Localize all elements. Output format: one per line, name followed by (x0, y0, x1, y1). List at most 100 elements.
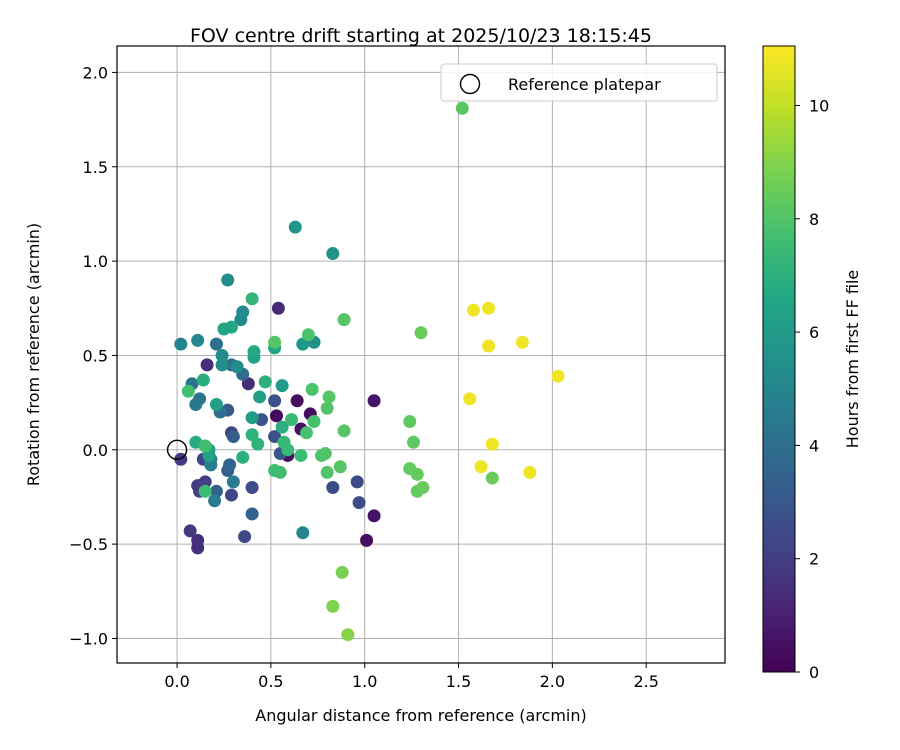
data-point (485, 437, 499, 451)
data-point (245, 428, 259, 442)
data-point (245, 411, 259, 425)
x-tick-label: 1.5 (446, 672, 471, 691)
x-tick-label: 2.0 (540, 672, 565, 691)
data-point (226, 475, 240, 489)
data-point (245, 507, 259, 521)
colorbar (762, 45, 796, 673)
legend-marker-icon (459, 73, 481, 95)
colorbar-ticks: 0 2 4 6 8 10 (795, 96, 829, 682)
data-point (191, 333, 205, 347)
y-tick-label: 0.0 (83, 441, 108, 460)
x-axis-label: Angular distance from reference (arcmin) (255, 706, 586, 725)
x-tick-label: 1.0 (352, 672, 377, 691)
data-point (174, 337, 188, 351)
data-point (275, 379, 289, 393)
data-point (245, 292, 259, 306)
data-point (294, 448, 308, 462)
data-point (301, 328, 315, 342)
colorbar-tick-label: 2 (809, 550, 819, 569)
y-tick-label: 0.5 (83, 346, 108, 365)
scatter-points (174, 101, 565, 642)
grid-lines (117, 46, 725, 663)
data-point (523, 465, 537, 479)
data-point (482, 301, 496, 315)
data-point (268, 430, 282, 444)
data-point (337, 313, 351, 327)
data-point (341, 628, 355, 642)
data-point (482, 339, 496, 353)
data-point (273, 465, 287, 479)
data-point (241, 377, 255, 391)
plot-frame (116, 45, 726, 664)
data-point (281, 443, 295, 457)
axis-ticks: 0.0 0.5 1.0 1.5 2.0 2.5 −1.0 −0.5 0.0 0.5 1.0 1.5 2.… (69, 63, 659, 691)
data-point (209, 398, 223, 412)
data-point (320, 401, 334, 415)
data-point (326, 247, 340, 261)
data-point (285, 413, 299, 427)
data-point (251, 437, 265, 451)
data-point (189, 398, 203, 412)
x-tick-label: 0.5 (258, 672, 283, 691)
data-point (208, 494, 222, 508)
x-tick-label: 0.0 (164, 672, 189, 691)
data-point (296, 337, 310, 351)
data-point (455, 101, 469, 115)
data-point (226, 430, 240, 444)
data-point (224, 320, 238, 334)
data-point (296, 526, 310, 540)
data-point (335, 565, 349, 579)
y-tick-label: 1.5 (83, 158, 108, 177)
colorbar-tick-label: 0 (809, 663, 819, 682)
data-point (474, 460, 488, 474)
data-point (236, 305, 250, 319)
data-point (200, 358, 214, 372)
data-point (350, 475, 364, 489)
data-point (352, 496, 366, 510)
data-point (403, 414, 417, 428)
data-point (485, 471, 499, 485)
data-point (191, 541, 205, 555)
data-point (238, 530, 252, 544)
data-point (181, 384, 195, 398)
data-point (275, 420, 289, 434)
data-point (198, 439, 212, 453)
y-axis-label: Rotation from reference (arcmin) (24, 223, 43, 486)
data-point (268, 394, 282, 408)
data-point (406, 435, 420, 449)
data-point (410, 467, 424, 481)
y-tick-label: 1.0 (83, 252, 108, 271)
y-tick-label: −0.5 (69, 535, 108, 554)
data-point (290, 394, 304, 408)
data-point (230, 360, 244, 374)
data-point (198, 484, 212, 498)
colorbar-tick-label: 6 (809, 323, 819, 342)
reference-platepar-marker (166, 439, 188, 460)
legend-label: Reference platepar (508, 75, 661, 94)
data-point (196, 373, 210, 387)
data-point (318, 447, 332, 461)
data-point (247, 345, 261, 359)
data-point (245, 481, 259, 495)
data-point (416, 481, 430, 495)
data-point (337, 424, 351, 438)
data-point (305, 382, 319, 396)
x-tick-label: 2.5 (633, 672, 658, 691)
data-point (258, 375, 272, 389)
data-point (198, 475, 212, 489)
data-point (215, 348, 229, 362)
data-point (515, 335, 529, 349)
colorbar-tick-label: 4 (809, 436, 819, 455)
colorbar-label: Hours from first FF file (843, 270, 862, 449)
data-point (333, 460, 347, 474)
legend: Reference platepar (440, 63, 718, 102)
legend-box (440, 63, 718, 102)
data-point (463, 392, 477, 406)
y-tick-label: −1.0 (69, 629, 108, 648)
data-point (221, 273, 235, 287)
data-point (288, 220, 302, 234)
data-point (367, 394, 381, 408)
data-point (209, 337, 223, 351)
data-point (215, 358, 229, 372)
